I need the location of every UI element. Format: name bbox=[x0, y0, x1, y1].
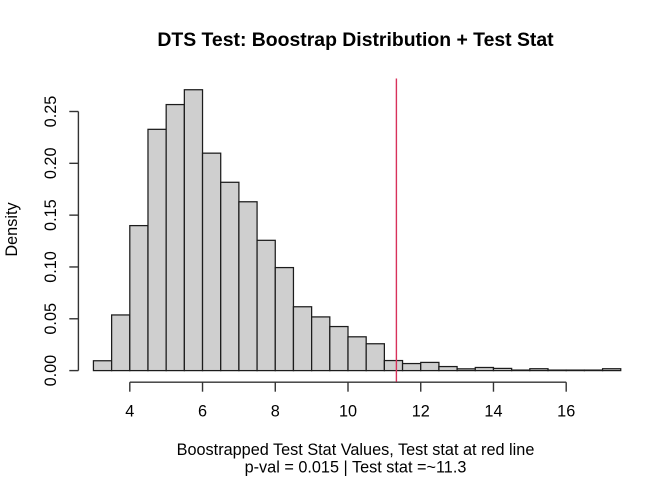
svg-text:0.25: 0.25 bbox=[42, 96, 60, 128]
svg-text:12: 12 bbox=[412, 403, 430, 421]
svg-text:Boostrapped Test Stat Values,: Boostrapped Test Stat Values, Test stat … bbox=[177, 441, 535, 459]
svg-text:14: 14 bbox=[484, 403, 502, 421]
svg-text:0.15: 0.15 bbox=[42, 199, 60, 231]
svg-text:Density: Density bbox=[3, 202, 21, 257]
svg-text:6: 6 bbox=[198, 403, 207, 421]
svg-text:0.00: 0.00 bbox=[42, 355, 60, 387]
svg-text:8: 8 bbox=[271, 403, 280, 421]
svg-text:0.10: 0.10 bbox=[42, 251, 60, 283]
svg-text:0.20: 0.20 bbox=[42, 147, 60, 179]
svg-text:DTS Test: Boostrap Distributio: DTS Test: Boostrap Distribution + Test S… bbox=[157, 29, 554, 51]
svg-text:4: 4 bbox=[125, 403, 134, 421]
svg-text:10: 10 bbox=[339, 403, 357, 421]
svg-text:16: 16 bbox=[557, 403, 575, 421]
svg-text:0.05: 0.05 bbox=[42, 303, 60, 335]
svg-text:p-val = 0.015 | Test stat =~11: p-val = 0.015 | Test stat =~11.3 bbox=[245, 459, 467, 477]
